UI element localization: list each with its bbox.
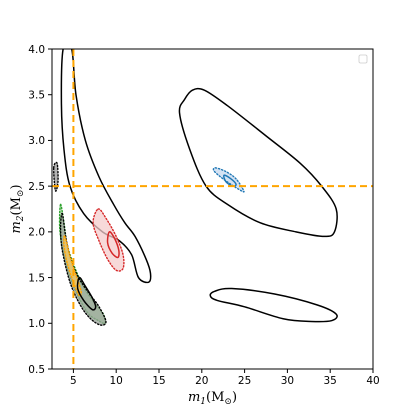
y-tick-label: 0.5 <box>28 364 45 376</box>
contour-black-upper-blob <box>178 87 338 238</box>
contour-orange-fill <box>63 235 82 297</box>
y-axis-label: m2(M⊙) <box>9 184 26 233</box>
x-tick-label: 10 <box>110 375 123 387</box>
contour-black-band <box>60 49 152 284</box>
contour-red-inner <box>106 231 120 259</box>
contour-layer <box>52 49 338 326</box>
y-axis-ticks: 0.5 1.0 1.5 2.0 2.5 3.0 3.5 4.0 <box>28 44 52 376</box>
y-tick-label: 4.0 <box>28 44 45 56</box>
x-tick-label: 30 <box>281 375 294 387</box>
reference-lines <box>52 49 373 369</box>
contour-blue-outer <box>212 167 245 193</box>
x-tick-label: 25 <box>238 375 251 387</box>
y-tick-label: 2.5 <box>28 181 45 193</box>
y-tick-label: 1.0 <box>28 318 45 330</box>
x-axis-label: m1(M⊙) <box>188 390 237 407</box>
plot-frame <box>51 48 374 370</box>
x-tick-label: 5 <box>70 375 77 387</box>
y-tick-label: 2.0 <box>28 227 45 239</box>
x-tick-label: 40 <box>366 375 379 387</box>
contour-blue-inner <box>223 174 237 187</box>
x-tick-label: 15 <box>152 375 165 387</box>
x-axis-ticks: 5 10 15 20 25 30 35 40 <box>70 369 380 387</box>
x-tick-label: 35 <box>324 375 337 387</box>
x-tick-label: 20 <box>195 375 208 387</box>
contour-red-outer <box>92 208 125 272</box>
y-tick-label: 3.5 <box>28 90 45 102</box>
legend-box <box>358 54 368 64</box>
y-tick-label: 1.5 <box>28 272 45 284</box>
y-tick-label: 3.0 <box>28 135 45 147</box>
contour-black-lower-blob <box>209 287 338 323</box>
contour-black-inner-solid <box>76 276 97 311</box>
